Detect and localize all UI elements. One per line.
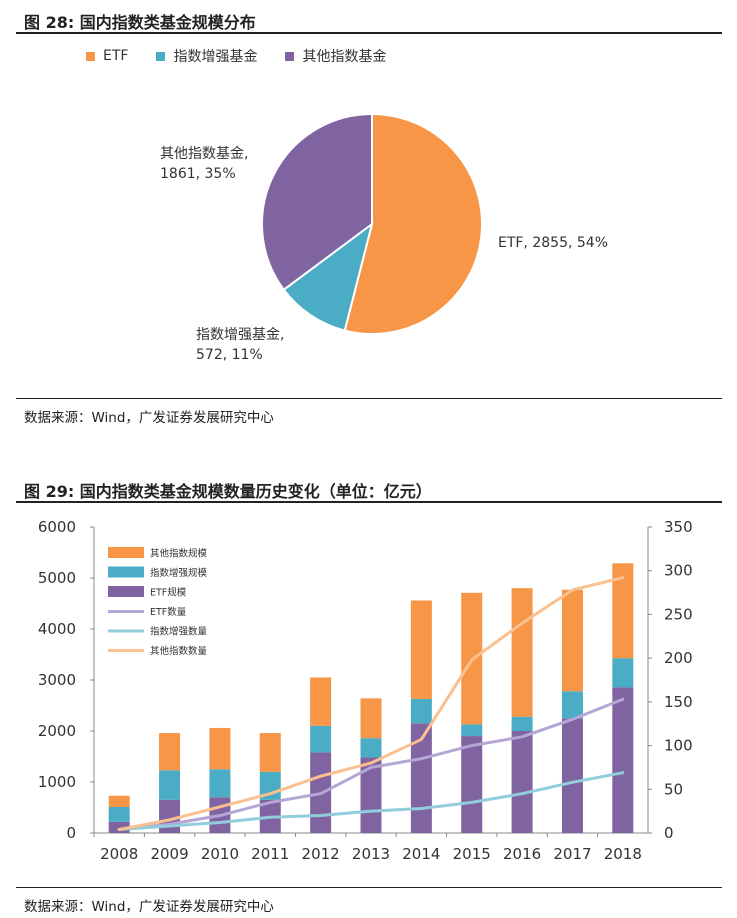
legend-swatch-enhanced [156,51,166,61]
left-tick-label: 3000 [38,671,76,689]
bar-2-2017 [561,589,583,692]
bar-1-2012 [310,725,332,753]
legend-label: ETF数量 [150,606,187,618]
bar-0-2017 [561,718,583,833]
figure-28-source: 数据来源：Wind，广发证券发展研究中心 [24,410,274,426]
line-series-0 [117,697,625,832]
right-tick-label: 200 [664,649,693,667]
pie-slice-1 [282,221,374,332]
bar-2-2016 [511,588,533,717]
bar-1-2008 [108,806,130,822]
pie-label-2-line-0: 其他指数基金, [160,145,248,162]
pie-slice-0 [343,112,483,335]
x-tick-label: 2011 [251,845,289,863]
bar-1-2009 [159,770,181,800]
bar-2-2010 [209,727,231,770]
pie-legend: ETF 指数增强基金 其他指数基金 [86,46,386,66]
right-tick-label: 0 [664,824,674,842]
pie-slice-2 [261,112,373,292]
x-tick-label: 2018 [604,845,642,863]
right-tick-label: 350 [664,518,693,536]
bar-2-2013 [360,698,382,739]
right-tick-label: 150 [664,693,693,711]
legend-item-etf: ETF [86,46,128,66]
x-tick-label: 2012 [302,845,340,863]
legend-label: 指数增强规模 [150,567,208,579]
bar-2-2008 [108,795,130,807]
right-tick-label: 300 [664,562,693,580]
legend-swatch-etf [86,51,95,61]
left-tick-label: 2000 [38,722,76,740]
pie-chart: ETF, 2855, 54% 指数增强基金, 572, 11% 其他指数基金, 1861… [160,112,608,363]
bar-0-2018 [612,687,634,833]
legend-label: ETF规模 [150,587,187,599]
right-tick-label: 100 [664,737,693,755]
bar-0-2015 [461,736,483,833]
legend-swatch-other [285,51,295,61]
bar-2-2018 [612,563,634,659]
x-tick-label: 2015 [453,845,491,863]
pie-label-1-line-1: 572, 11% [196,347,263,363]
line-series-2 [117,576,625,832]
legend-swatch [108,566,144,578]
bar-0-2008 [108,821,130,833]
bar-1-2016 [511,716,533,731]
bar-2-2011 [259,733,281,772]
bar-1-2010 [209,769,231,798]
legend-item-other: 其他指数基金 [285,46,386,66]
x-tick-label: 2013 [352,845,390,863]
left-tick-label: 5000 [38,569,76,587]
legend-label-enhanced: 指数增强基金 [173,49,258,65]
legend-swatch [108,586,144,597]
pie-label-2-line-1: 1861, 35% [160,166,236,182]
bar-0-2014 [410,723,432,833]
bar-1-2013 [360,738,382,758]
bar-1-2018 [612,658,634,688]
figure-29-title: 图 29: 国内指数类基金规模数量历史变化（单位：亿元） [24,482,432,501]
bar-0-2016 [511,731,533,833]
legend-label: 其他指数规模 [150,548,208,560]
legend-swatch [108,547,144,558]
left-tick-label: 4000 [38,620,76,638]
legend-label: 指数增强数量 [150,626,208,638]
line-series-1 [117,771,625,832]
bar-0-2013 [360,757,382,833]
x-tick-label: 2016 [503,845,541,863]
combo-chart: 0 1000 2000 3000 4000 5000 6000 0 50 100 150 200 250… [38,518,693,863]
right-tick-label: 50 [664,780,683,798]
x-tick-label: 2008 [100,845,138,863]
figure-29-bottom-rule [16,887,722,888]
bar-2-2014 [410,600,432,699]
right-tick-label: 250 [664,605,693,623]
left-tick-label: 6000 [38,518,76,536]
legend-item-enhanced: 指数增强基金 [156,46,257,66]
left-tick-label: 0 [66,824,76,842]
x-tick-label: 2009 [150,845,188,863]
x-tick-label: 2017 [553,845,591,863]
left-tick-label: 1000 [38,773,76,791]
legend-label-other: 其他指数基金 [302,49,387,65]
figure-28-bottom-rule [16,398,722,399]
bar-1-2017 [561,691,583,719]
pie-label-1-line-0: 指数增强基金, [196,326,284,343]
bar-2-2012 [310,677,332,726]
pie-label-0-line-0: ETF, 2855, 54% [498,235,608,251]
bar-2-2009 [159,733,181,771]
legend-label: 其他指数数量 [150,645,208,657]
bar-1-2014 [410,698,432,724]
bar-1-2015 [461,724,483,737]
figure-28-title: 图 28: 国内指数类基金规模分布 [24,13,256,32]
figure-29-source: 数据来源：Wind，广发证券发展研究中心 [24,899,274,915]
x-tick-label: 2014 [402,845,440,863]
figure-28-top-rule [16,32,722,34]
figure-29-top-rule [16,501,722,503]
x-tick-label: 2010 [201,845,239,863]
legend-label-etf: ETF [103,48,129,64]
